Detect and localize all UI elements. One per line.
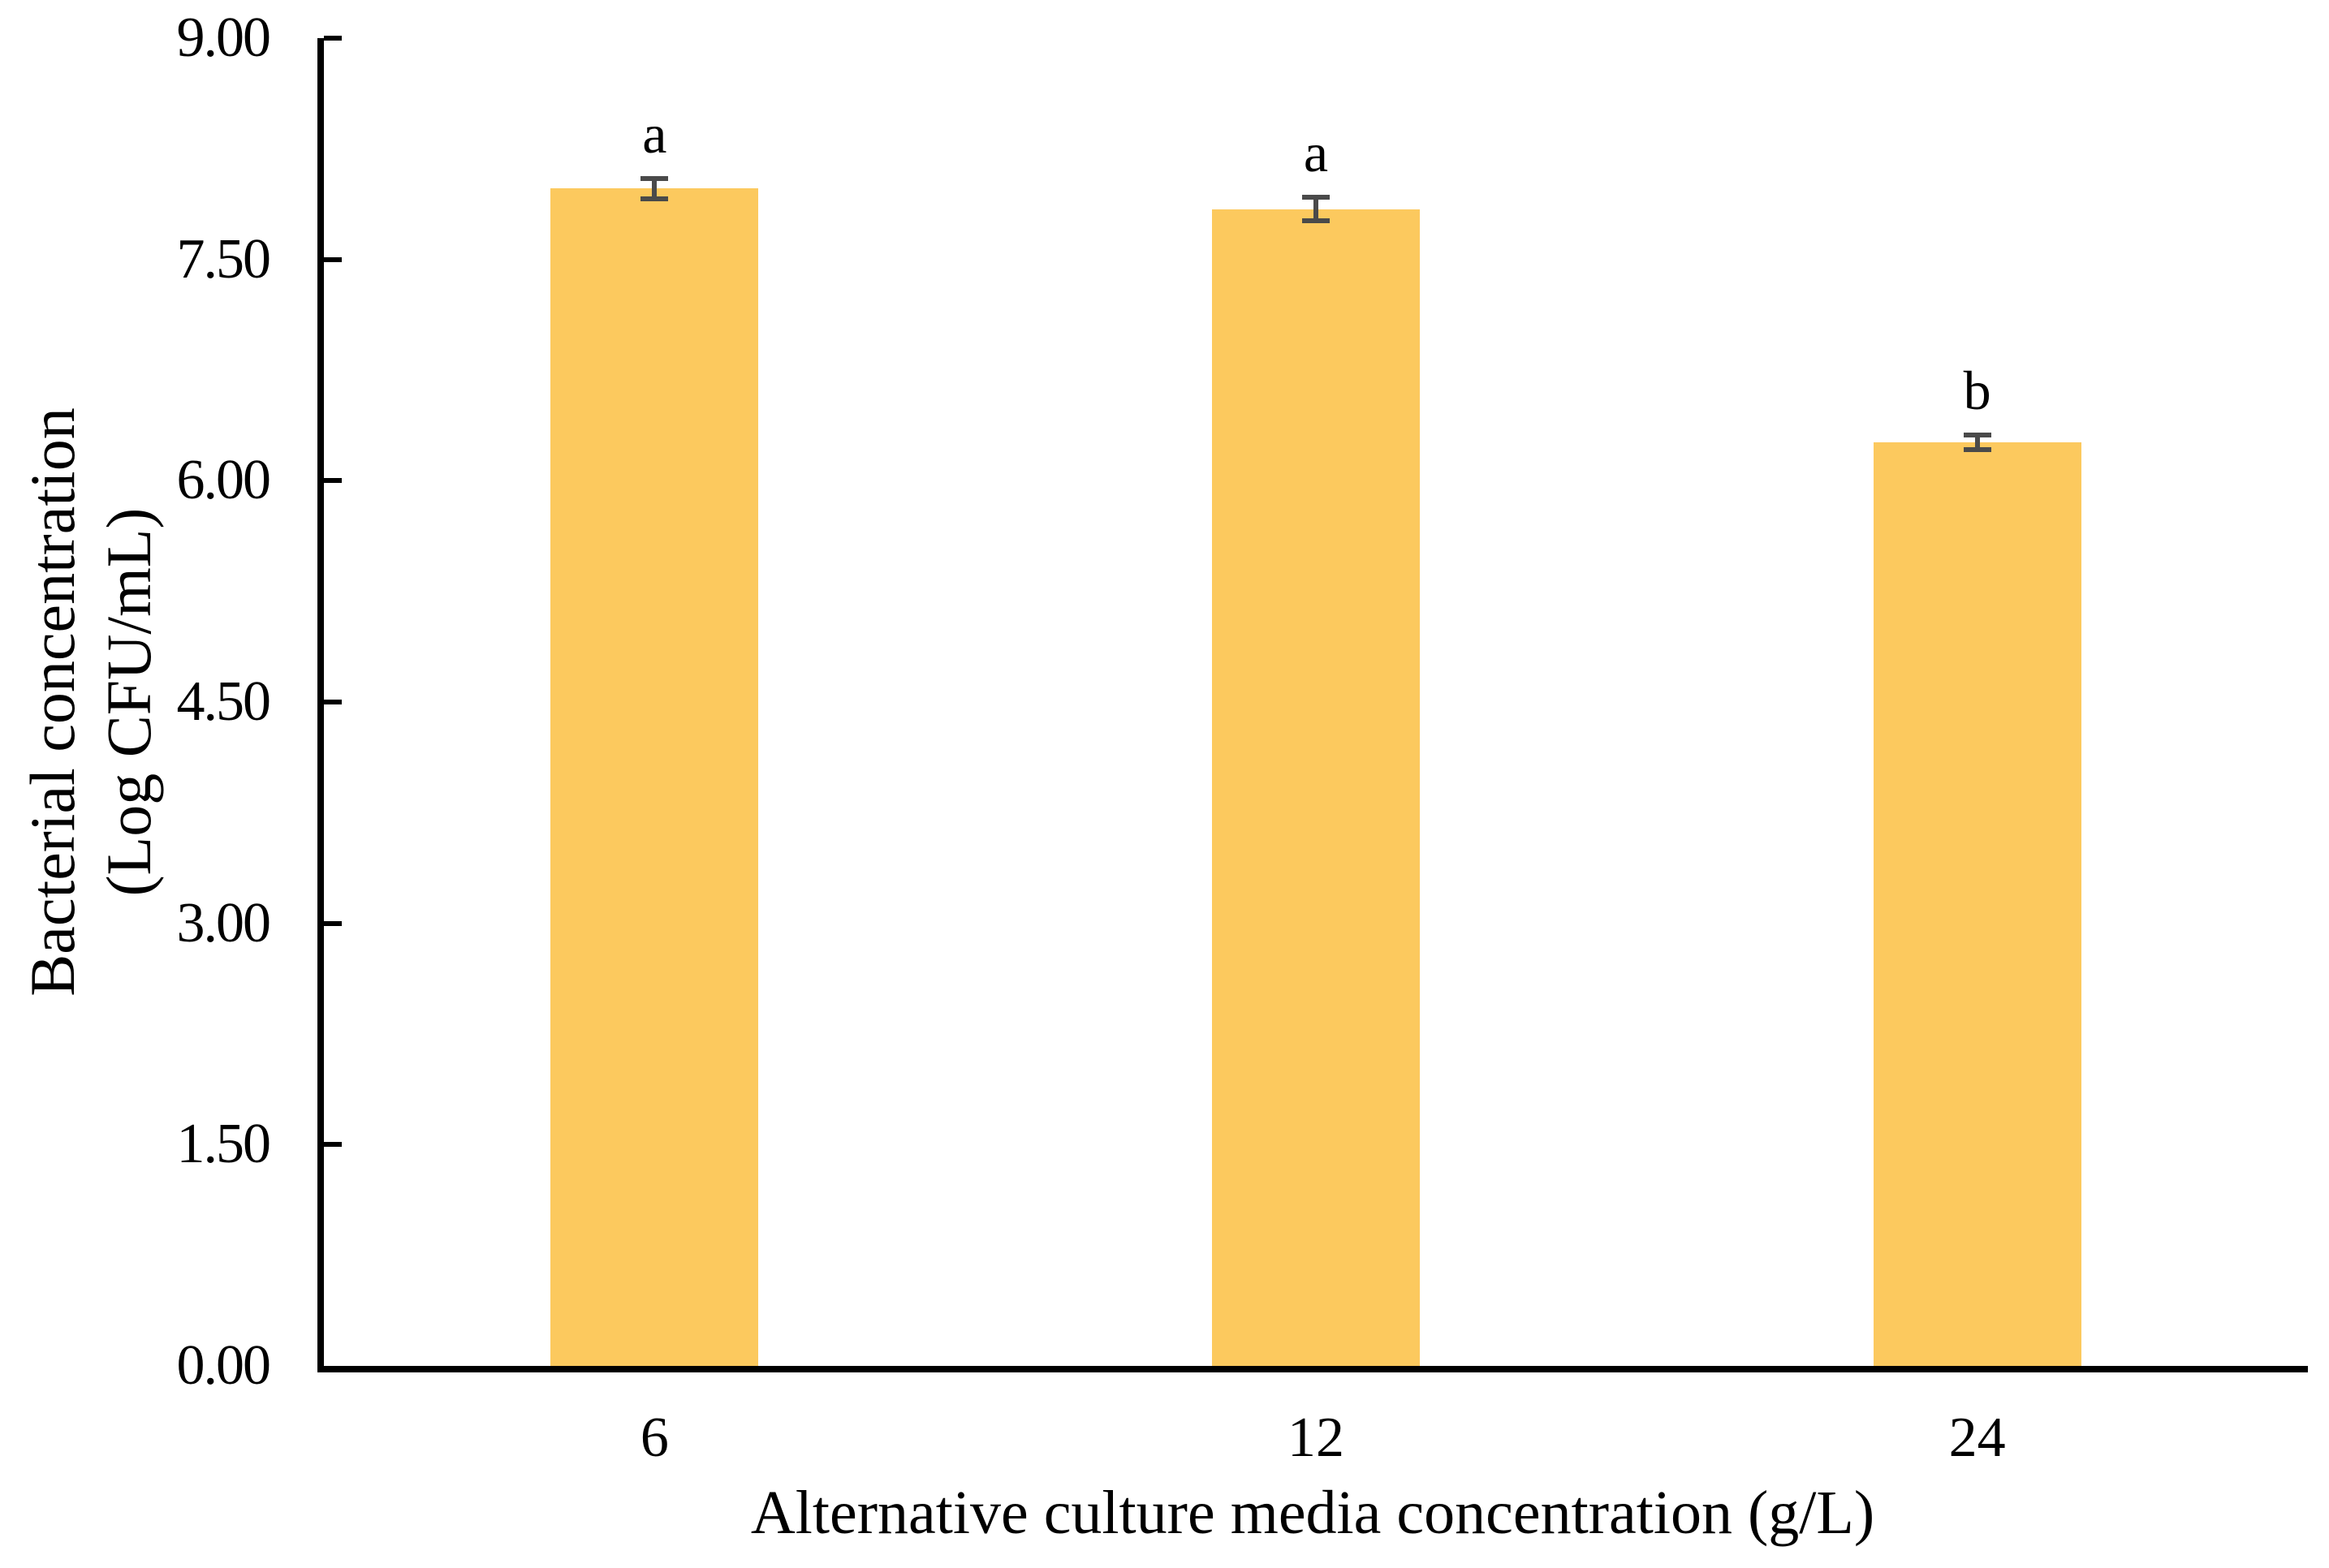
y-tick-mark [324, 36, 342, 41]
error-bar-cap [640, 175, 669, 181]
y-tick-label: 1.50 [176, 1113, 272, 1176]
significance-letter: a [642, 102, 667, 165]
x-tick-label: 6 [640, 1406, 669, 1469]
y-tick-mark [324, 1142, 342, 1148]
error-bar [1313, 197, 1318, 222]
significance-letter: a [1303, 122, 1329, 184]
x-tick-label: 24 [1948, 1406, 2006, 1469]
bar-12 [1212, 209, 1420, 1366]
y-tick-label: 3.00 [176, 891, 272, 954]
plot-area [317, 38, 2308, 1372]
y-tick-mark [324, 478, 342, 484]
error-bar-cap [1963, 447, 1991, 453]
x-axis-title: Alternative culture media concentration … [750, 1479, 1875, 1547]
error-bar-cap [1302, 195, 1330, 200]
error-bar-cap [1302, 218, 1330, 224]
x-tick-label: 12 [1287, 1406, 1344, 1469]
y-tick-label: 4.50 [176, 670, 272, 733]
error-bar-cap [1963, 432, 1991, 437]
significance-letter: b [1963, 359, 1991, 421]
y-tick-mark [324, 920, 342, 926]
y-tick-label: 0.00 [176, 1334, 272, 1397]
error-bar [652, 178, 658, 200]
error-bar [1974, 434, 1980, 450]
bar-24 [1873, 442, 2081, 1366]
y-tick-label: 6.00 [176, 449, 272, 512]
y-tick-mark [324, 700, 342, 704]
bar-6 [550, 188, 759, 1366]
y-tick-label: 9.00 [176, 6, 272, 69]
error-bar-cap [640, 196, 669, 202]
y-tick-label: 7.50 [176, 227, 272, 291]
y-tick-mark [324, 256, 342, 262]
